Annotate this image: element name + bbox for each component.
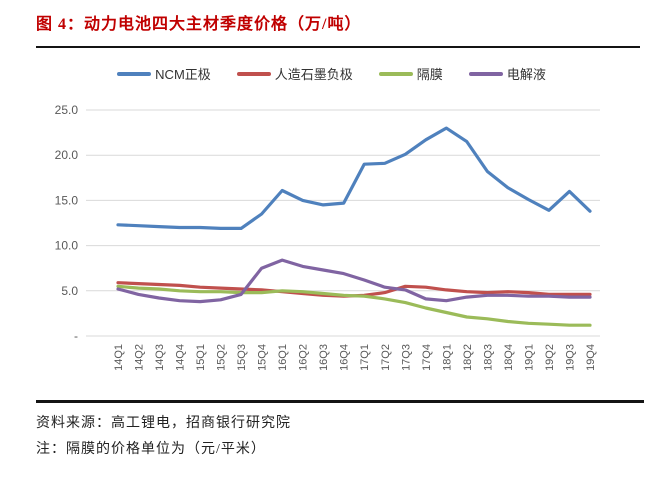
- svg-text:19Q2: 19Q2: [544, 344, 556, 371]
- svg-text:14Q4: 14Q4: [175, 344, 187, 371]
- svg-text:17Q2: 17Q2: [380, 344, 392, 371]
- legend-label: 电解液: [506, 67, 546, 82]
- svg-text:19Q3: 19Q3: [564, 344, 576, 371]
- svg-text:20.0: 20.0: [55, 148, 79, 162]
- legend-label: 隔膜: [416, 67, 443, 82]
- legend-label: 人造石墨负极: [274, 67, 353, 82]
- legend-label: NCM正极: [155, 67, 211, 82]
- legend-item-graphite-anode: 人造石墨负极: [236, 64, 353, 83]
- footer-divider: [36, 400, 644, 403]
- separator-line-swatch: [378, 71, 413, 76]
- legend-item-electrolyte: 电解液: [468, 64, 546, 83]
- svg-text:17Q4: 17Q4: [421, 344, 433, 371]
- svg-text:-: -: [74, 329, 78, 343]
- legend-item-ncm-cathode: NCM正极: [117, 64, 211, 83]
- svg-text:18Q4: 18Q4: [503, 344, 515, 371]
- svg-text:19Q4: 19Q4: [585, 344, 597, 371]
- chart-legend: NCM正极 人造石墨负极 隔膜 电解液: [0, 64, 663, 83]
- electrolyte-line-swatch: [468, 71, 503, 76]
- svg-text:14Q3: 14Q3: [154, 344, 166, 371]
- graphite-anode-line-swatch: [236, 71, 271, 76]
- svg-text:14Q2: 14Q2: [134, 344, 146, 371]
- svg-text:15Q4: 15Q4: [257, 344, 269, 371]
- svg-text:17Q1: 17Q1: [359, 344, 371, 371]
- price-line-chart: - 5.0 10.0 15.0 20.0 25.0 14Q1 14Q2 14Q3 14Q4 15Q1…: [55, 103, 600, 371]
- svg-text:19Q1: 19Q1: [523, 344, 535, 371]
- figure-title: 图 4：动力电池四大主材季度价格（万/吨）: [36, 16, 362, 33]
- svg-text:15Q2: 15Q2: [216, 344, 228, 371]
- svg-text:15.0: 15.0: [55, 193, 79, 207]
- svg-text:15Q3: 15Q3: [236, 344, 248, 371]
- svg-text:16Q4: 16Q4: [339, 344, 351, 371]
- svg-text:17Q3: 17Q3: [400, 344, 412, 371]
- svg-text:18Q2: 18Q2: [462, 344, 474, 371]
- note-text: 注：隔膜的价格单位为（元/平米）: [36, 442, 266, 457]
- title-divider: [36, 46, 640, 48]
- svg-text:5.0: 5.0: [61, 284, 78, 298]
- svg-text:16Q3: 16Q3: [318, 344, 330, 371]
- svg-text:25.0: 25.0: [55, 103, 79, 117]
- source-text: 资料来源：高工锂电，招商银行研究院: [36, 416, 291, 431]
- svg-text:10.0: 10.0: [55, 239, 79, 253]
- svg-text:18Q1: 18Q1: [441, 344, 453, 371]
- svg-text:16Q2: 16Q2: [298, 344, 310, 371]
- svg-text:14Q1: 14Q1: [113, 344, 125, 371]
- ncm-cathode-line-swatch: [117, 71, 152, 76]
- svg-text:18Q3: 18Q3: [482, 344, 494, 371]
- svg-text:15Q1: 15Q1: [195, 344, 207, 371]
- svg-text:16Q1: 16Q1: [277, 344, 289, 371]
- legend-item-separator: 隔膜: [378, 64, 443, 83]
